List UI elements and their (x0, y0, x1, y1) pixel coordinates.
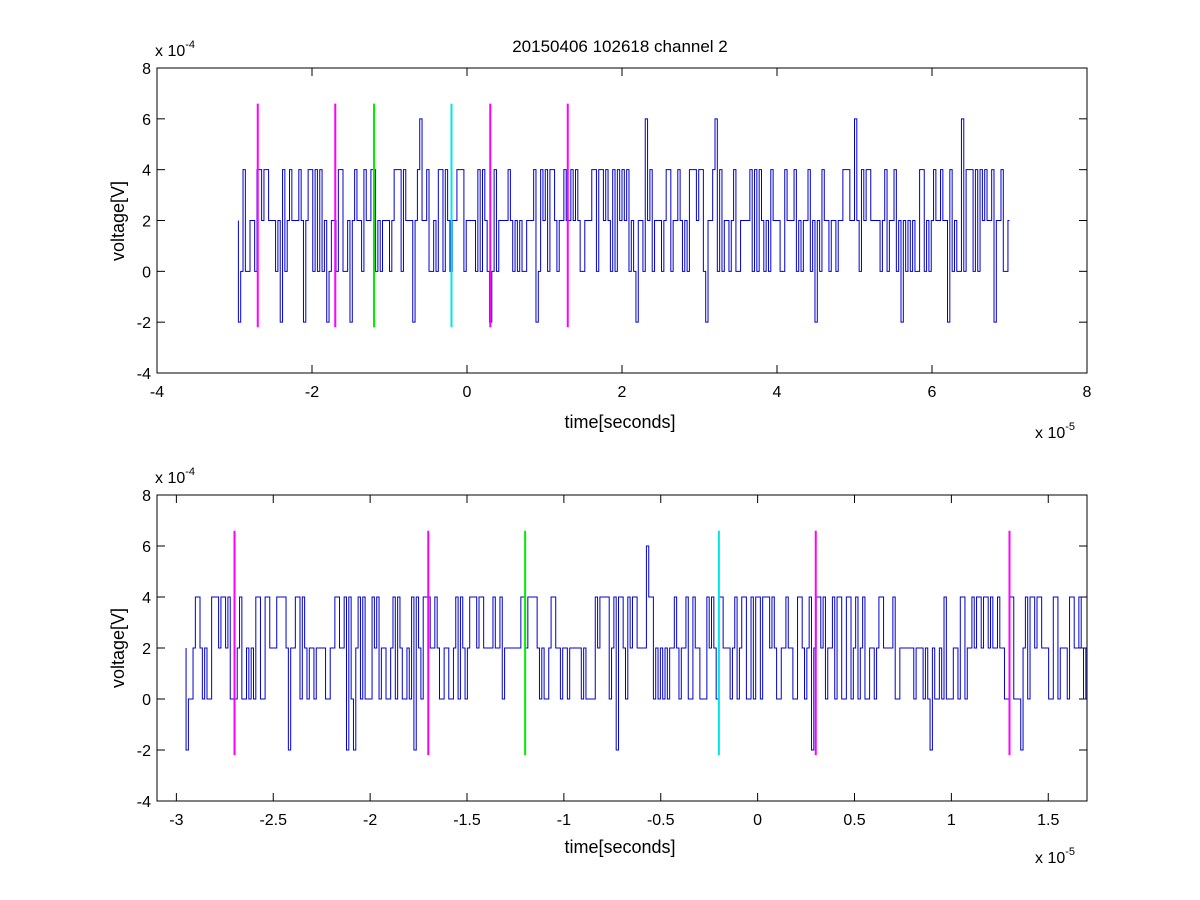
axes-bottom-y-tick-label: -2 (137, 743, 151, 760)
axes-top-signal (237, 118, 1010, 323)
axes-bottom-y-tick-label: 6 (142, 539, 151, 556)
axes-top-x-exponent-power: -5 (1065, 421, 1075, 433)
axes-top-ylabel: voltage[V] (108, 181, 128, 261)
axes-top-y-exponent-power: -4 (185, 39, 195, 51)
axes-top-y-exponent: x 10-4 (155, 39, 195, 60)
axes-top-y-tick-label: 4 (142, 163, 151, 180)
axes-top-x-tick-label: -4 (150, 384, 164, 401)
axes-bottom-x-tick-label: 0.5 (843, 812, 865, 829)
axes-top-y-tick-label: 0 (142, 264, 151, 281)
axes-bottom-x-tick-label: 1.5 (1037, 812, 1059, 829)
axes-top-x-tick-label: -2 (305, 384, 319, 401)
axes-bottom-y-exponent: x 10-4 (155, 466, 195, 487)
axes-bottom-xlabel: time[seconds] (564, 837, 675, 857)
axes-top-xlabel: time[seconds] (564, 412, 675, 432)
axes-bottom-x-tick-label: -0.5 (647, 812, 675, 829)
axes-top-x-tick-label: 6 (928, 384, 937, 401)
axes-top-y-tick-label: -4 (137, 366, 151, 383)
axes-bottom-x-exponent-base: x 10 (1035, 850, 1065, 867)
axes-bottom-signal-trace (185, 545, 1087, 751)
axes-bottom-y-tick-label: 4 (142, 590, 151, 607)
axes-bottom-y-tick-label: 0 (142, 692, 151, 709)
axes-bottom-x-tick-label: 0 (753, 812, 762, 829)
axes-top-y-exponent-base: x 10 (155, 43, 185, 60)
axes-top-y-tick-label: 6 (142, 112, 151, 129)
axes-top-markers (256, 103, 569, 328)
axes-bottom-x-tick-label: -2 (363, 812, 377, 829)
axes-top-signal-trace (237, 118, 1010, 323)
axes-top-x-tick-label: 8 (1083, 384, 1092, 401)
axes-top-x-exponent: x 10-5 (1035, 421, 1075, 442)
axes-top-x-exponent-base: x 10 (1035, 425, 1065, 442)
axes-bottom-x-tick-label: -1.5 (453, 812, 481, 829)
axes-top-y-tick-label: 2 (142, 214, 151, 231)
axes-bottom: -3 -2.5 -2 -1.5 -1 -0.5 0 0.5 1 1.5 -4 -2 0 2 4 6 8 tim… (108, 466, 1088, 867)
axes-top-x-tick-label: 2 (618, 384, 627, 401)
axes-bottom-x-tick-label: 1 (947, 812, 956, 829)
axes-top-x-tick-label: 4 (773, 384, 782, 401)
axes-bottom-ylabel: voltage[V] (108, 608, 128, 688)
axes-top: -4 -2 0 2 4 6 8 -4 -2 0 2 4 6 8 time[seconds] voltag… (108, 39, 1092, 442)
axes-top-y-ticks: -4 -2 0 2 4 6 8 (137, 61, 1087, 383)
axes-bottom-x-ticks: -3 -2.5 -2 -1.5 -1 -0.5 0 0.5 1 1.5 (169, 495, 1059, 829)
axes-bottom-y-ticks: -4 -2 0 2 4 6 8 (137, 488, 1087, 811)
axes-bottom-x-tick-label: -3 (169, 812, 183, 829)
axes-bottom-y-tick-label: 2 (142, 641, 151, 658)
axes-bottom-x-exponent: x 10-5 (1035, 846, 1075, 867)
axes-top-x-tick-label: 0 (463, 384, 472, 401)
axes-top-x-ticks: -4 -2 0 2 4 6 8 (150, 68, 1092, 401)
axes-top-y-tick-label: -2 (137, 315, 151, 332)
axes-bottom-x-tick-label: -1 (557, 812, 571, 829)
axes-bottom-y-exponent-base: x 10 (155, 470, 185, 487)
axes-bottom-x-exponent-power: -5 (1065, 846, 1075, 858)
axes-top-y-tick-label: 8 (142, 61, 151, 78)
axes-bottom-markers (233, 530, 1011, 756)
axes-bottom-x-tick-label: -2.5 (259, 812, 287, 829)
figure-title: 20150406 102618 channel 2 (512, 37, 728, 56)
axes-bottom-y-exponent-power: -4 (185, 466, 195, 478)
axes-bottom-signal (185, 545, 1087, 751)
axes-bottom-y-tick-label: 8 (142, 488, 151, 505)
axes-bottom-y-tick-label: -4 (137, 794, 151, 811)
